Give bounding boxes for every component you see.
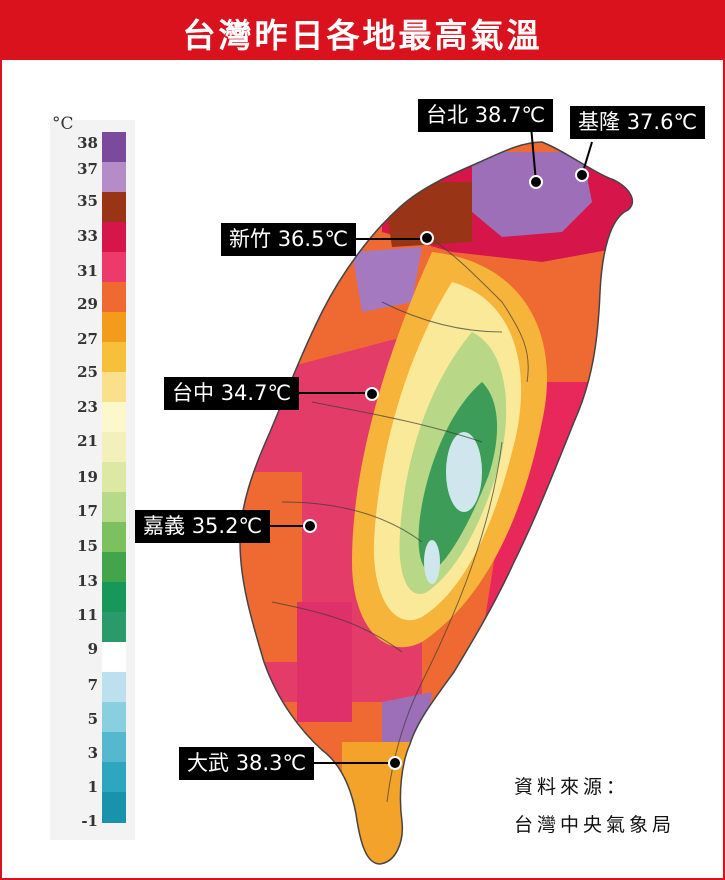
legend-band: [102, 582, 126, 613]
legend-tick-label: 31: [77, 262, 98, 280]
title-bar: 台灣昨日各地最高氣溫: [2, 2, 723, 60]
marker-taipei: [529, 175, 543, 189]
legend-band: [102, 342, 126, 373]
legend-band: [102, 612, 126, 643]
legend-band: [102, 642, 126, 673]
marker-dawu: [388, 756, 402, 770]
legend-tick-label: 35: [77, 192, 98, 210]
station-name: 基隆: [578, 110, 620, 134]
station-temp: 36.5℃: [277, 227, 349, 251]
legend-band: [102, 432, 126, 463]
station-name: 台北: [426, 103, 468, 127]
station-label-taipei: 台北 38.7℃: [418, 99, 554, 132]
legend-band: [102, 132, 126, 163]
station-label-taichung: 台中 34.7℃: [164, 377, 300, 410]
legend-tick-label: 1: [87, 778, 98, 796]
legend-tick-label: 19: [77, 468, 98, 486]
legend-tick-label: 21: [77, 432, 98, 450]
station-temp: 35.2℃: [191, 514, 263, 538]
legend-tick-label: 33: [77, 227, 98, 245]
legend-tick-label: 25: [77, 363, 98, 381]
station-temp: 37.6℃: [626, 110, 698, 134]
station-temp: 34.7℃: [220, 381, 292, 405]
station-name: 新竹: [229, 227, 271, 251]
legend-tick-label: 15: [77, 537, 98, 555]
legend-band: [102, 402, 126, 433]
station-markers: [268, 114, 593, 770]
legend-tick-label: 38: [77, 134, 98, 152]
marker-chiayi: [303, 519, 317, 533]
legend-tick-label: 37: [77, 160, 98, 178]
station-name: 大武: [187, 751, 229, 775]
legend-tick-label: 11: [77, 606, 98, 624]
marker-keelung: [575, 168, 589, 182]
map-title: 台灣昨日各地最高氣溫: [182, 16, 543, 55]
legend-tick-label: 9: [87, 640, 98, 658]
legend-band: [102, 762, 126, 793]
legend-unit: °C: [52, 114, 74, 134]
legend-band: [102, 282, 126, 313]
legend-tick-label: 3: [87, 744, 98, 762]
legend-tick-label: 13: [77, 572, 98, 590]
legend-band: [102, 192, 126, 223]
legend-tick-label: 5: [87, 710, 98, 728]
station-temp: 38.3℃: [235, 751, 307, 775]
legend-tick-label: 23: [77, 398, 98, 416]
source-label: 資料來源：: [514, 776, 630, 798]
legend-band: [102, 312, 126, 343]
island-outline: [239, 141, 634, 865]
legend-tick-label: -1: [81, 812, 98, 830]
marker-taichung: [365, 387, 379, 401]
station-label-hsinchu: 新竹 36.5℃: [221, 223, 357, 256]
legend-band: [102, 252, 126, 283]
legend-band: [102, 672, 126, 703]
legend-tick-label: 7: [87, 676, 98, 694]
station-name: 嘉義: [143, 514, 185, 538]
legend-tick-label: 27: [77, 330, 98, 348]
source-agency: 台灣中央氣象局: [514, 814, 676, 836]
legend-band: [102, 462, 126, 493]
legend-band: [102, 732, 126, 763]
station-temp: 38.7℃: [474, 103, 546, 127]
legend-band: [102, 522, 126, 553]
legend-band: [102, 222, 126, 253]
marker-hsinchu: [420, 231, 434, 245]
legend-band: [102, 702, 126, 733]
legend-band: [102, 792, 126, 823]
station-label-dawu: 大武 38.3℃: [179, 747, 315, 780]
legend-band: [102, 372, 126, 403]
legend-tick-label: 29: [77, 295, 98, 313]
legend-band: [102, 492, 126, 523]
station-label-keelung: 基隆 37.6℃: [570, 106, 706, 139]
legend-band: [102, 162, 126, 193]
station-label-chiayi: 嘉義 35.2℃: [135, 510, 271, 543]
station-name: 台中: [172, 381, 214, 405]
legend-tick-label: 17: [77, 502, 98, 520]
legend-band: [102, 552, 126, 583]
